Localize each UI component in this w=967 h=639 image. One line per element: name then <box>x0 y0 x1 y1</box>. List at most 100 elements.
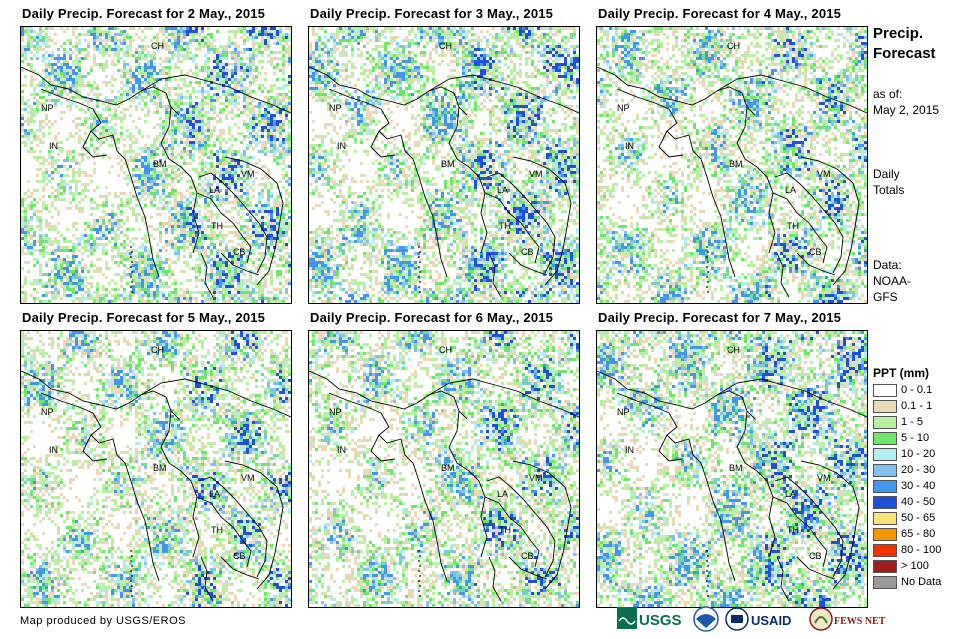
country-label-vm: VM <box>241 473 255 483</box>
country-label-th: TH <box>211 525 223 535</box>
country-label-cb: CB <box>809 247 822 257</box>
precip-map: CH NP IN BM LA VM TH CB <box>20 26 292 304</box>
country-label-ch: CH <box>727 345 740 355</box>
country-label-bm: BM <box>441 463 455 473</box>
country-label-in: IN <box>49 141 58 151</box>
country-label-la: LA <box>209 489 220 499</box>
forecast-panel-1: Daily Precip. Forecast for 2 May., 2015 … <box>20 6 294 304</box>
legend-item: 30 - 40 <box>873 478 941 494</box>
legend-label: 10 - 20 <box>901 448 935 460</box>
legend-title: PPT (mm) <box>873 366 941 380</box>
legend-item: No Data <box>873 574 941 590</box>
country-label-bm: BM <box>729 463 743 473</box>
totals-label: Totals <box>873 182 904 198</box>
country-label-cb: CB <box>521 247 534 257</box>
panel-title: Daily Precip. Forecast for 4 May., 2015 <box>598 6 841 21</box>
footer-credit: Map produced by USGS/EROS <box>20 615 186 627</box>
country-label-in: IN <box>625 141 634 151</box>
country-label-bm: BM <box>153 159 167 169</box>
legend-item: 40 - 50 <box>873 494 941 510</box>
country-borders <box>309 66 579 298</box>
country-label-vm: VM <box>241 169 255 179</box>
country-label-th: TH <box>211 221 223 231</box>
as-of-date: May 2, 2015 <box>873 102 939 118</box>
legend-label: 50 - 65 <box>901 512 935 524</box>
precip-cells <box>21 27 291 303</box>
country-label-np: NP <box>329 407 342 417</box>
country-label-np: NP <box>329 103 342 113</box>
country-label-ch: CH <box>727 41 740 51</box>
legend-swatch <box>873 479 897 493</box>
data-source-line1: NOAA- <box>873 273 911 289</box>
country-label-vm: VM <box>529 169 543 179</box>
country-label-vm: VM <box>529 473 543 483</box>
daily-label: Daily <box>873 166 904 182</box>
legend-label: 1 - 5 <box>901 416 923 428</box>
side-title-line2: Forecast <box>873 44 936 64</box>
data-source-line2: GFS <box>873 289 911 305</box>
country-label-np: NP <box>617 407 630 417</box>
country-label-cb: CB <box>233 247 246 257</box>
panel-title: Daily Precip. Forecast for 6 May., 2015 <box>310 310 553 325</box>
side-title: Precip. Forecast <box>873 24 936 64</box>
precip-cells <box>309 27 579 303</box>
country-borders <box>597 66 867 298</box>
country-label-cb: CB <box>521 551 534 561</box>
country-label-bm: BM <box>153 463 167 473</box>
as-of-label: as of: <box>873 86 939 102</box>
legend-label: 0 - 0.1 <box>901 384 932 396</box>
panel-title: Daily Precip. Forecast for 7 May., 2015 <box>598 310 841 325</box>
legend-label: > 100 <box>901 560 929 572</box>
usaid-logo: USAID <box>725 607 791 631</box>
legend-label: 30 - 40 <box>901 480 935 492</box>
noaa-logo <box>693 606 719 632</box>
precip-cells <box>597 27 867 303</box>
legend-swatch <box>873 415 897 429</box>
ppt-legend: PPT (mm) 0 - 0.1 0.1 - 1 1 - 5 5 - 10 10 - 2… <box>873 366 941 590</box>
fews-net-logo: FEWS NET <box>809 607 886 631</box>
country-label-th: TH <box>787 525 799 535</box>
country-label-bm: BM <box>729 159 743 169</box>
legend-item: 80 - 100 <box>873 542 941 558</box>
legend-item: 0.1 - 1 <box>873 398 941 414</box>
legend-label: No Data <box>901 576 941 588</box>
precip-map: CH NP IN BM LA VM TH CB <box>308 330 580 608</box>
legend-swatch <box>873 431 897 445</box>
country-label-la: LA <box>209 185 220 195</box>
legend-label: 5 - 10 <box>901 432 929 444</box>
country-label-in: IN <box>337 445 346 455</box>
precip-map: CH NP IN BM LA VM TH CB <box>20 330 292 608</box>
panel-title: Daily Precip. Forecast for 2 May., 2015 <box>22 6 265 21</box>
data-label: Data: <box>873 257 911 273</box>
country-label-vm: VM <box>817 473 831 483</box>
precip-cells <box>597 331 867 607</box>
side-title-line1: Precip. <box>873 24 936 44</box>
data-source-block: Data: NOAA- GFS <box>873 257 911 305</box>
country-label-la: LA <box>785 185 796 195</box>
legend-label: 80 - 100 <box>901 544 941 556</box>
country-borders <box>21 370 291 602</box>
legend-item: 1 - 5 <box>873 414 941 430</box>
country-label-la: LA <box>497 489 508 499</box>
country-label-in: IN <box>337 141 346 151</box>
country-label-bm: BM <box>441 159 455 169</box>
country-borders <box>309 370 579 602</box>
country-label-np: NP <box>617 103 630 113</box>
country-borders <box>21 66 291 298</box>
country-label-la: LA <box>497 185 508 195</box>
forecast-panel-2: Daily Precip. Forecast for 3 May., 2015 … <box>308 6 582 304</box>
country-label-th: TH <box>499 221 511 231</box>
legend-swatch <box>873 543 897 557</box>
legend-item: > 100 <box>873 558 941 574</box>
legend-swatch <box>873 383 897 397</box>
legend-item: 20 - 30 <box>873 462 941 478</box>
daily-totals-block: Daily Totals <box>873 166 904 198</box>
forecast-panel-4: Daily Precip. Forecast for 5 May., 2015 … <box>20 310 294 608</box>
country-label-in: IN <box>625 445 634 455</box>
legend-label: 20 - 30 <box>901 464 935 476</box>
country-label-la: LA <box>785 489 796 499</box>
legend-label: 0.1 - 1 <box>901 400 932 412</box>
fews-logo-text: FEWS NET <box>834 616 886 627</box>
legend-swatch <box>873 399 897 413</box>
country-label-th: TH <box>499 525 511 535</box>
